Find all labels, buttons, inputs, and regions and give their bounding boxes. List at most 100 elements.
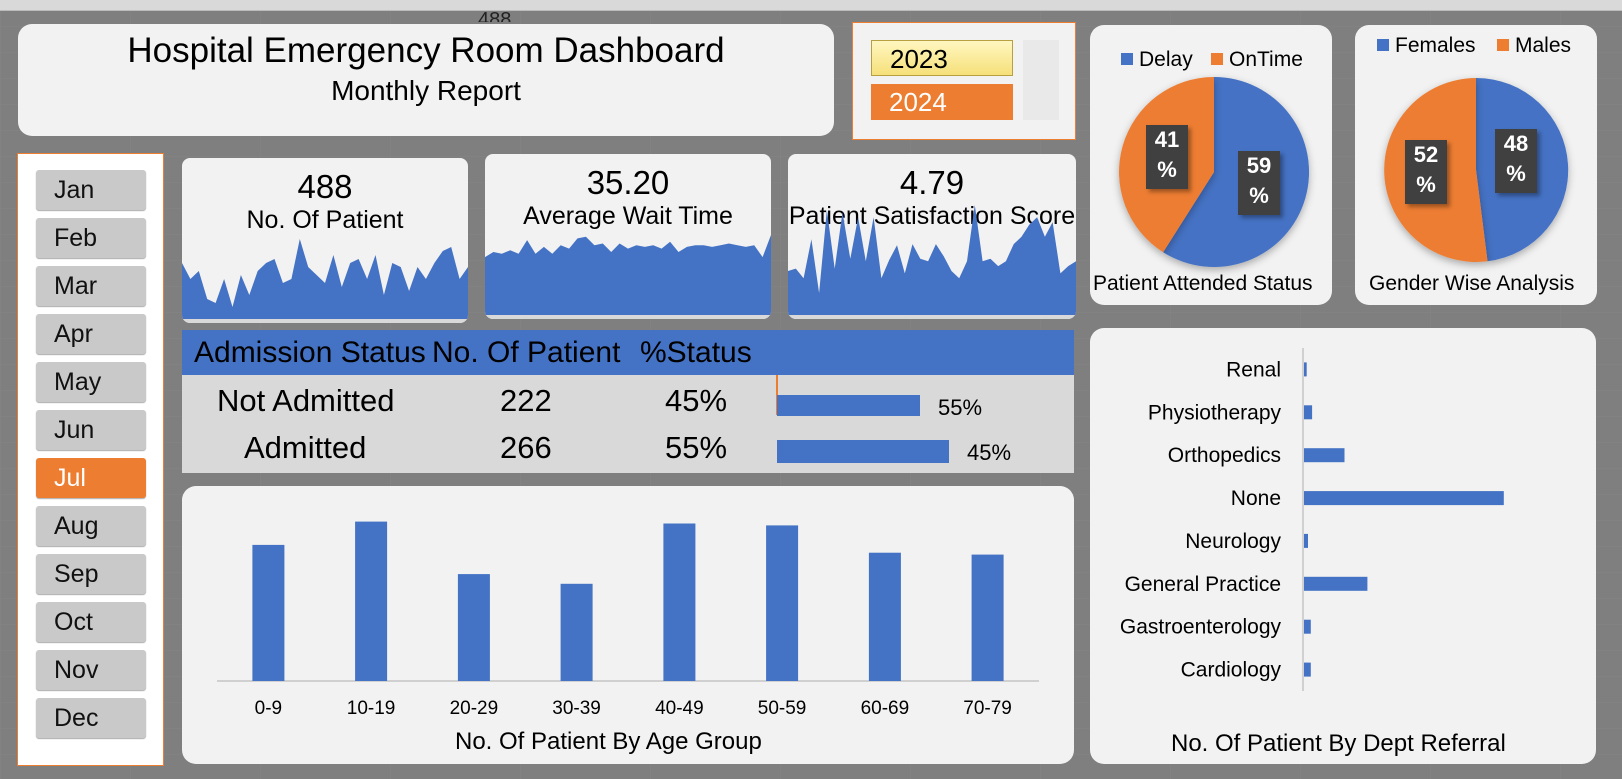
chart-title: No. Of Patient By Dept Referral bbox=[1171, 730, 1506, 757]
pie-data-label-females: 48 % bbox=[1495, 129, 1537, 193]
admission-bar-label: 55% bbox=[938, 395, 983, 420]
kpi-label: Patient Satisfaction Score bbox=[788, 202, 1076, 230]
kpi-value: 4.79 bbox=[899, 164, 965, 201]
kpi-card-wait-time: 35.20 Average Wait Time bbox=[485, 154, 771, 319]
kpi-label: Average Wait Time bbox=[523, 202, 733, 230]
x-tick-label: 0-9 bbox=[255, 698, 282, 719]
legend-item-ontime: OnTime bbox=[1211, 48, 1303, 72]
bar-none bbox=[1304, 491, 1504, 506]
bar-physiotherapy bbox=[1304, 405, 1313, 420]
month-button-jul[interactable]: Jul bbox=[36, 458, 146, 498]
bar-20-29 bbox=[457, 574, 490, 681]
bar-60-69 bbox=[868, 552, 901, 681]
pie-card-gender: Females Males 48 % 52 % Gender Wise Anal… bbox=[1355, 25, 1597, 305]
pie-title: Patient Attended Status bbox=[1093, 272, 1313, 295]
legend-label: Delay bbox=[1139, 48, 1193, 71]
age-group-chart-card: 0-9 10-19 20-29 30-39 40-49 50-59 60-69 70-79 N… bbox=[182, 486, 1074, 764]
month-button-oct[interactable]: Oct bbox=[36, 602, 146, 642]
pie-data-label-ontime: 41 % bbox=[1146, 125, 1188, 189]
pie-chart-gender bbox=[1384, 77, 1569, 262]
bar-40-49 bbox=[663, 523, 696, 681]
admission-bar-label: 45% bbox=[967, 440, 1012, 465]
x-tick-label: 40-49 bbox=[655, 698, 704, 719]
bar-renal bbox=[1304, 362, 1307, 377]
month-button-apr[interactable]: Apr bbox=[36, 314, 146, 354]
kpi-value: 488 bbox=[297, 168, 353, 205]
x-tick-label: 30-39 bbox=[552, 698, 601, 719]
bar-neurology bbox=[1304, 533, 1308, 548]
month-button-jan[interactable]: Jan bbox=[36, 170, 146, 210]
sparkline-wait-time bbox=[485, 235, 771, 319]
legend-label: Females bbox=[1395, 34, 1476, 57]
y-tick-label: Orthopedics bbox=[1168, 444, 1281, 467]
year-button-2024[interactable]: 2024 bbox=[871, 84, 1013, 120]
y-tick-label: General Practice bbox=[1125, 573, 1281, 596]
admission-table-header: Admission Status No. Of Patient %Status bbox=[182, 330, 1074, 375]
legend-label: Males bbox=[1515, 34, 1572, 57]
year-slicer-scrollbar[interactable] bbox=[1023, 40, 1059, 120]
sparkline-baseline bbox=[485, 315, 771, 319]
x-tick-label: 60-69 bbox=[861, 698, 910, 719]
title-card: Hospital Emergency Room Dashboard Monthl… bbox=[18, 24, 834, 136]
row-count: 266 bbox=[500, 430, 552, 465]
legend-swatch bbox=[1121, 53, 1133, 65]
sparkline-area bbox=[788, 205, 1076, 315]
month-button-feb[interactable]: Feb bbox=[36, 218, 146, 258]
month-button-sep[interactable]: Sep bbox=[36, 554, 146, 594]
x-tick-label: 70-79 bbox=[963, 698, 1012, 719]
bar-cardiology bbox=[1304, 662, 1311, 677]
header-admission-status: Admission Status bbox=[194, 336, 426, 369]
legend-item-delay: Delay bbox=[1121, 48, 1193, 72]
admission-bar bbox=[777, 395, 920, 416]
kpi-card-satisfaction: 4.79 Patient Satisfaction Score bbox=[788, 154, 1076, 319]
month-button-mar[interactable]: Mar bbox=[36, 266, 146, 306]
admission-bar bbox=[777, 440, 949, 463]
row-status: Admitted bbox=[244, 430, 367, 465]
bar-orthopedics bbox=[1304, 448, 1345, 463]
x-tick-label: 20-29 bbox=[450, 698, 499, 719]
pie-slice bbox=[1163, 77, 1310, 267]
y-tick-label: Neurology bbox=[1185, 530, 1281, 553]
bar-general-practice bbox=[1304, 576, 1368, 591]
legend-item-males: Males bbox=[1497, 34, 1571, 58]
sparkline-area bbox=[485, 235, 771, 315]
sparkline-baseline bbox=[182, 319, 468, 323]
year-slicer: 2023 2024 bbox=[852, 22, 1076, 140]
pie-data-label-males: 52 % bbox=[1405, 140, 1447, 204]
row-pct: 55% bbox=[665, 430, 728, 465]
row-status: Not Admitted bbox=[217, 383, 395, 418]
kpi-label: No. Of Patient bbox=[246, 206, 404, 234]
sparkline-baseline bbox=[788, 315, 1076, 319]
header-no-of-patient: No. Of Patient bbox=[432, 336, 621, 369]
month-button-dec[interactable]: Dec bbox=[36, 698, 146, 738]
kpi-value: 35.20 bbox=[586, 164, 670, 201]
y-tick-label: Cardiology bbox=[1181, 659, 1282, 682]
row-pct: 45% bbox=[665, 383, 728, 418]
kpi-card-patients: 488 No. Of Patient bbox=[182, 158, 468, 323]
bar-10-19 bbox=[355, 521, 388, 681]
ghost-cell-text: 488 bbox=[478, 12, 538, 22]
legend-label: OnTime bbox=[1229, 48, 1303, 71]
month-button-may[interactable]: May bbox=[36, 362, 146, 402]
bar-gastroenterology bbox=[1304, 619, 1311, 634]
month-button-jun[interactable]: Jun bbox=[36, 410, 146, 450]
pie-data-label-delay: 59 % bbox=[1238, 151, 1280, 215]
year-button-2023[interactable]: 2023 bbox=[871, 40, 1013, 76]
bar-30-39 bbox=[560, 583, 593, 681]
month-slicer: Jan Feb Mar Apr May Jun Jul Aug Sep Oct … bbox=[17, 153, 164, 766]
spreadsheet-header-strip bbox=[0, 0, 1622, 11]
header-status-pct: %Status bbox=[640, 336, 752, 369]
month-button-nov[interactable]: Nov bbox=[36, 650, 146, 690]
y-tick-label: Renal bbox=[1226, 358, 1281, 381]
y-tick-label: Gastroenterology bbox=[1120, 616, 1282, 639]
month-button-aug[interactable]: Aug bbox=[36, 506, 146, 546]
age-group-bar-chart: 0-9 10-19 20-29 30-39 40-49 50-59 60-69 70-79 bbox=[217, 521, 1039, 719]
x-tick-label: 10-19 bbox=[347, 698, 396, 719]
sparkline-area bbox=[182, 239, 468, 319]
dept-referral-chart-card: Renal Physiotherapy Orthopedics None Neurolo… bbox=[1090, 328, 1596, 764]
dashboard-title: Hospital Emergency Room Dashboard bbox=[127, 31, 725, 70]
bar-50-59 bbox=[766, 525, 799, 681]
chart-title: No. Of Patient By Age Group bbox=[455, 728, 762, 755]
y-tick-label: None bbox=[1231, 487, 1281, 510]
sparkline-satisfaction bbox=[788, 205, 1076, 319]
